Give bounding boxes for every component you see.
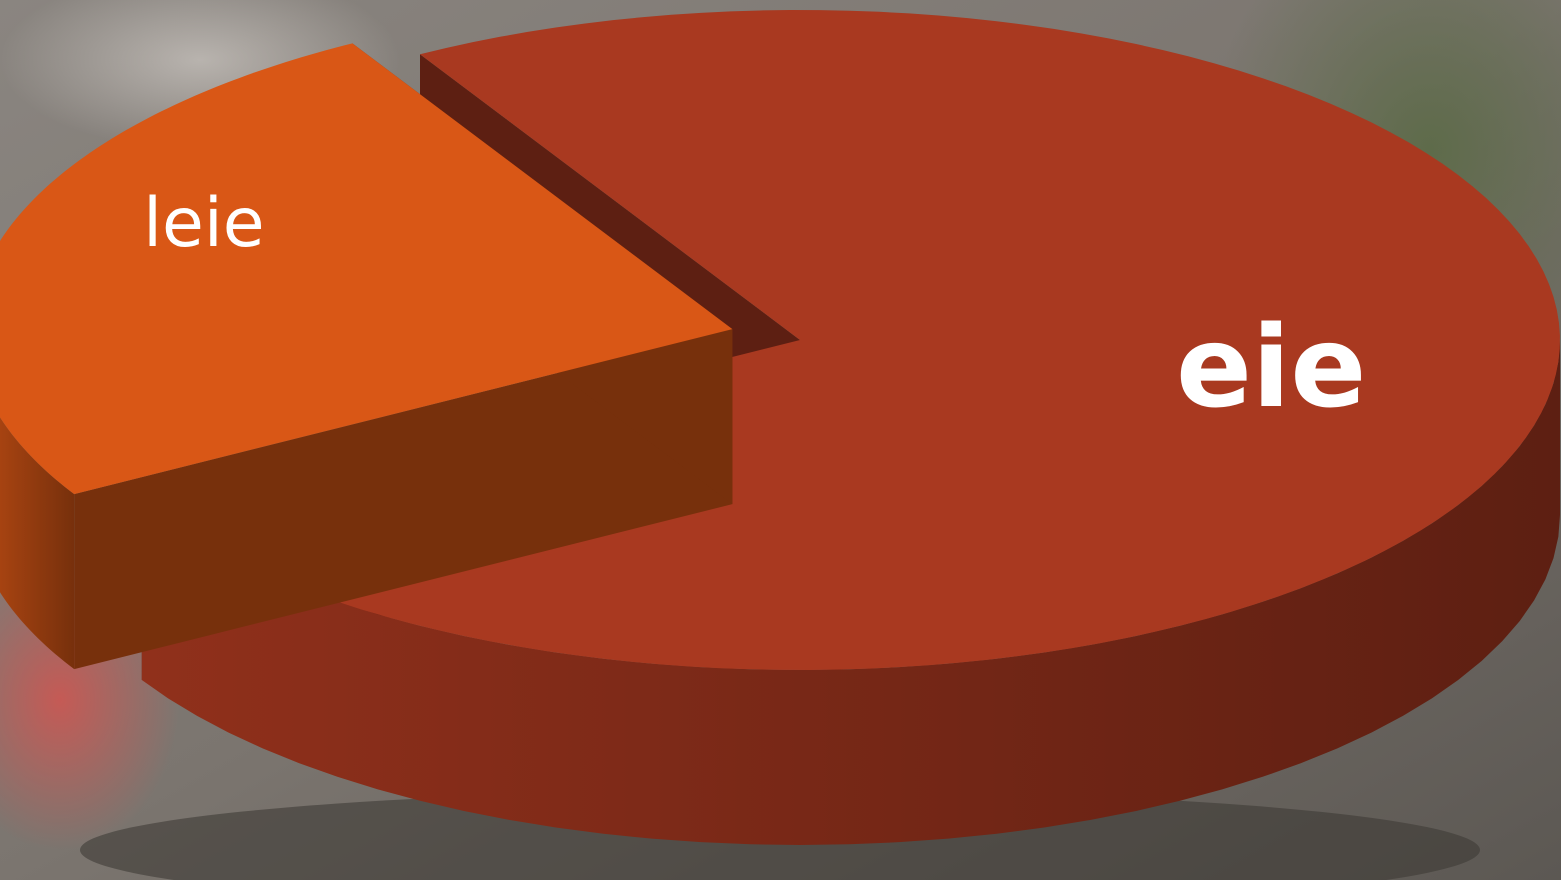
- slice-label: leie: [143, 184, 264, 263]
- slice-label: eie: [1176, 303, 1366, 433]
- slice-top: [0, 43, 733, 495]
- pie-slice: [0, 43, 733, 670]
- slice-side: [141, 340, 1561, 845]
- slice-wall: [74, 329, 733, 670]
- pie: leie eie: [0, 10, 1561, 845]
- slice-side: [0, 417, 75, 670]
